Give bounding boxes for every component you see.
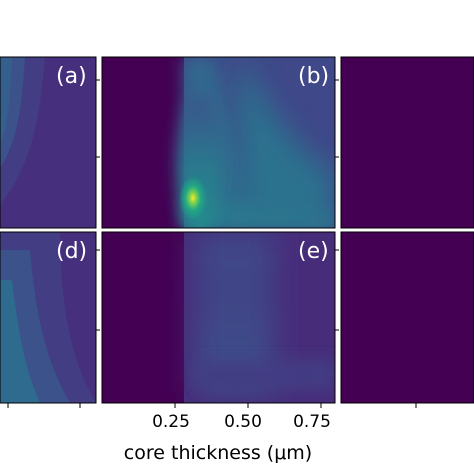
y-ticks [96,79,339,331]
panel-d: (d) [0,232,96,403]
panel-b: (b) [102,57,335,228]
panel-b-contour-right [230,57,335,228]
panel-a-frame [0,56,97,229]
x-tick-label-2: 0.75 [293,412,331,432]
panel-c-frame [340,56,474,229]
x-axis-label: core thickness (μm) [124,442,312,464]
panel-a-contour-inner [0,57,12,145]
panel-c [341,57,474,228]
panel-label-b: (b) [298,64,329,89]
panel-label-d: (d) [56,239,87,264]
panel-f-background [341,232,474,403]
panel-d-frame [0,231,97,404]
x-tick-label-0: 0.25 [152,412,190,432]
panel-d-contour-inner [0,280,40,403]
panel-f [341,232,474,403]
panel-e-floor [200,360,335,390]
panel-c-background [341,57,474,228]
x-ticks [7,403,417,408]
panel-label-a: (a) [56,64,87,89]
x-tick-label-1: 0.50 [224,412,262,432]
panel-e: (e) [102,232,335,403]
panel-b-contour-floor [184,200,335,228]
panel-b-hotspot [179,176,207,220]
panel-f-frame [340,231,474,404]
panel-e-frame [101,231,336,404]
panel-b-frame [101,56,336,229]
panel-label-e: (e) [298,239,329,264]
panel-a: (a) [0,57,96,228]
